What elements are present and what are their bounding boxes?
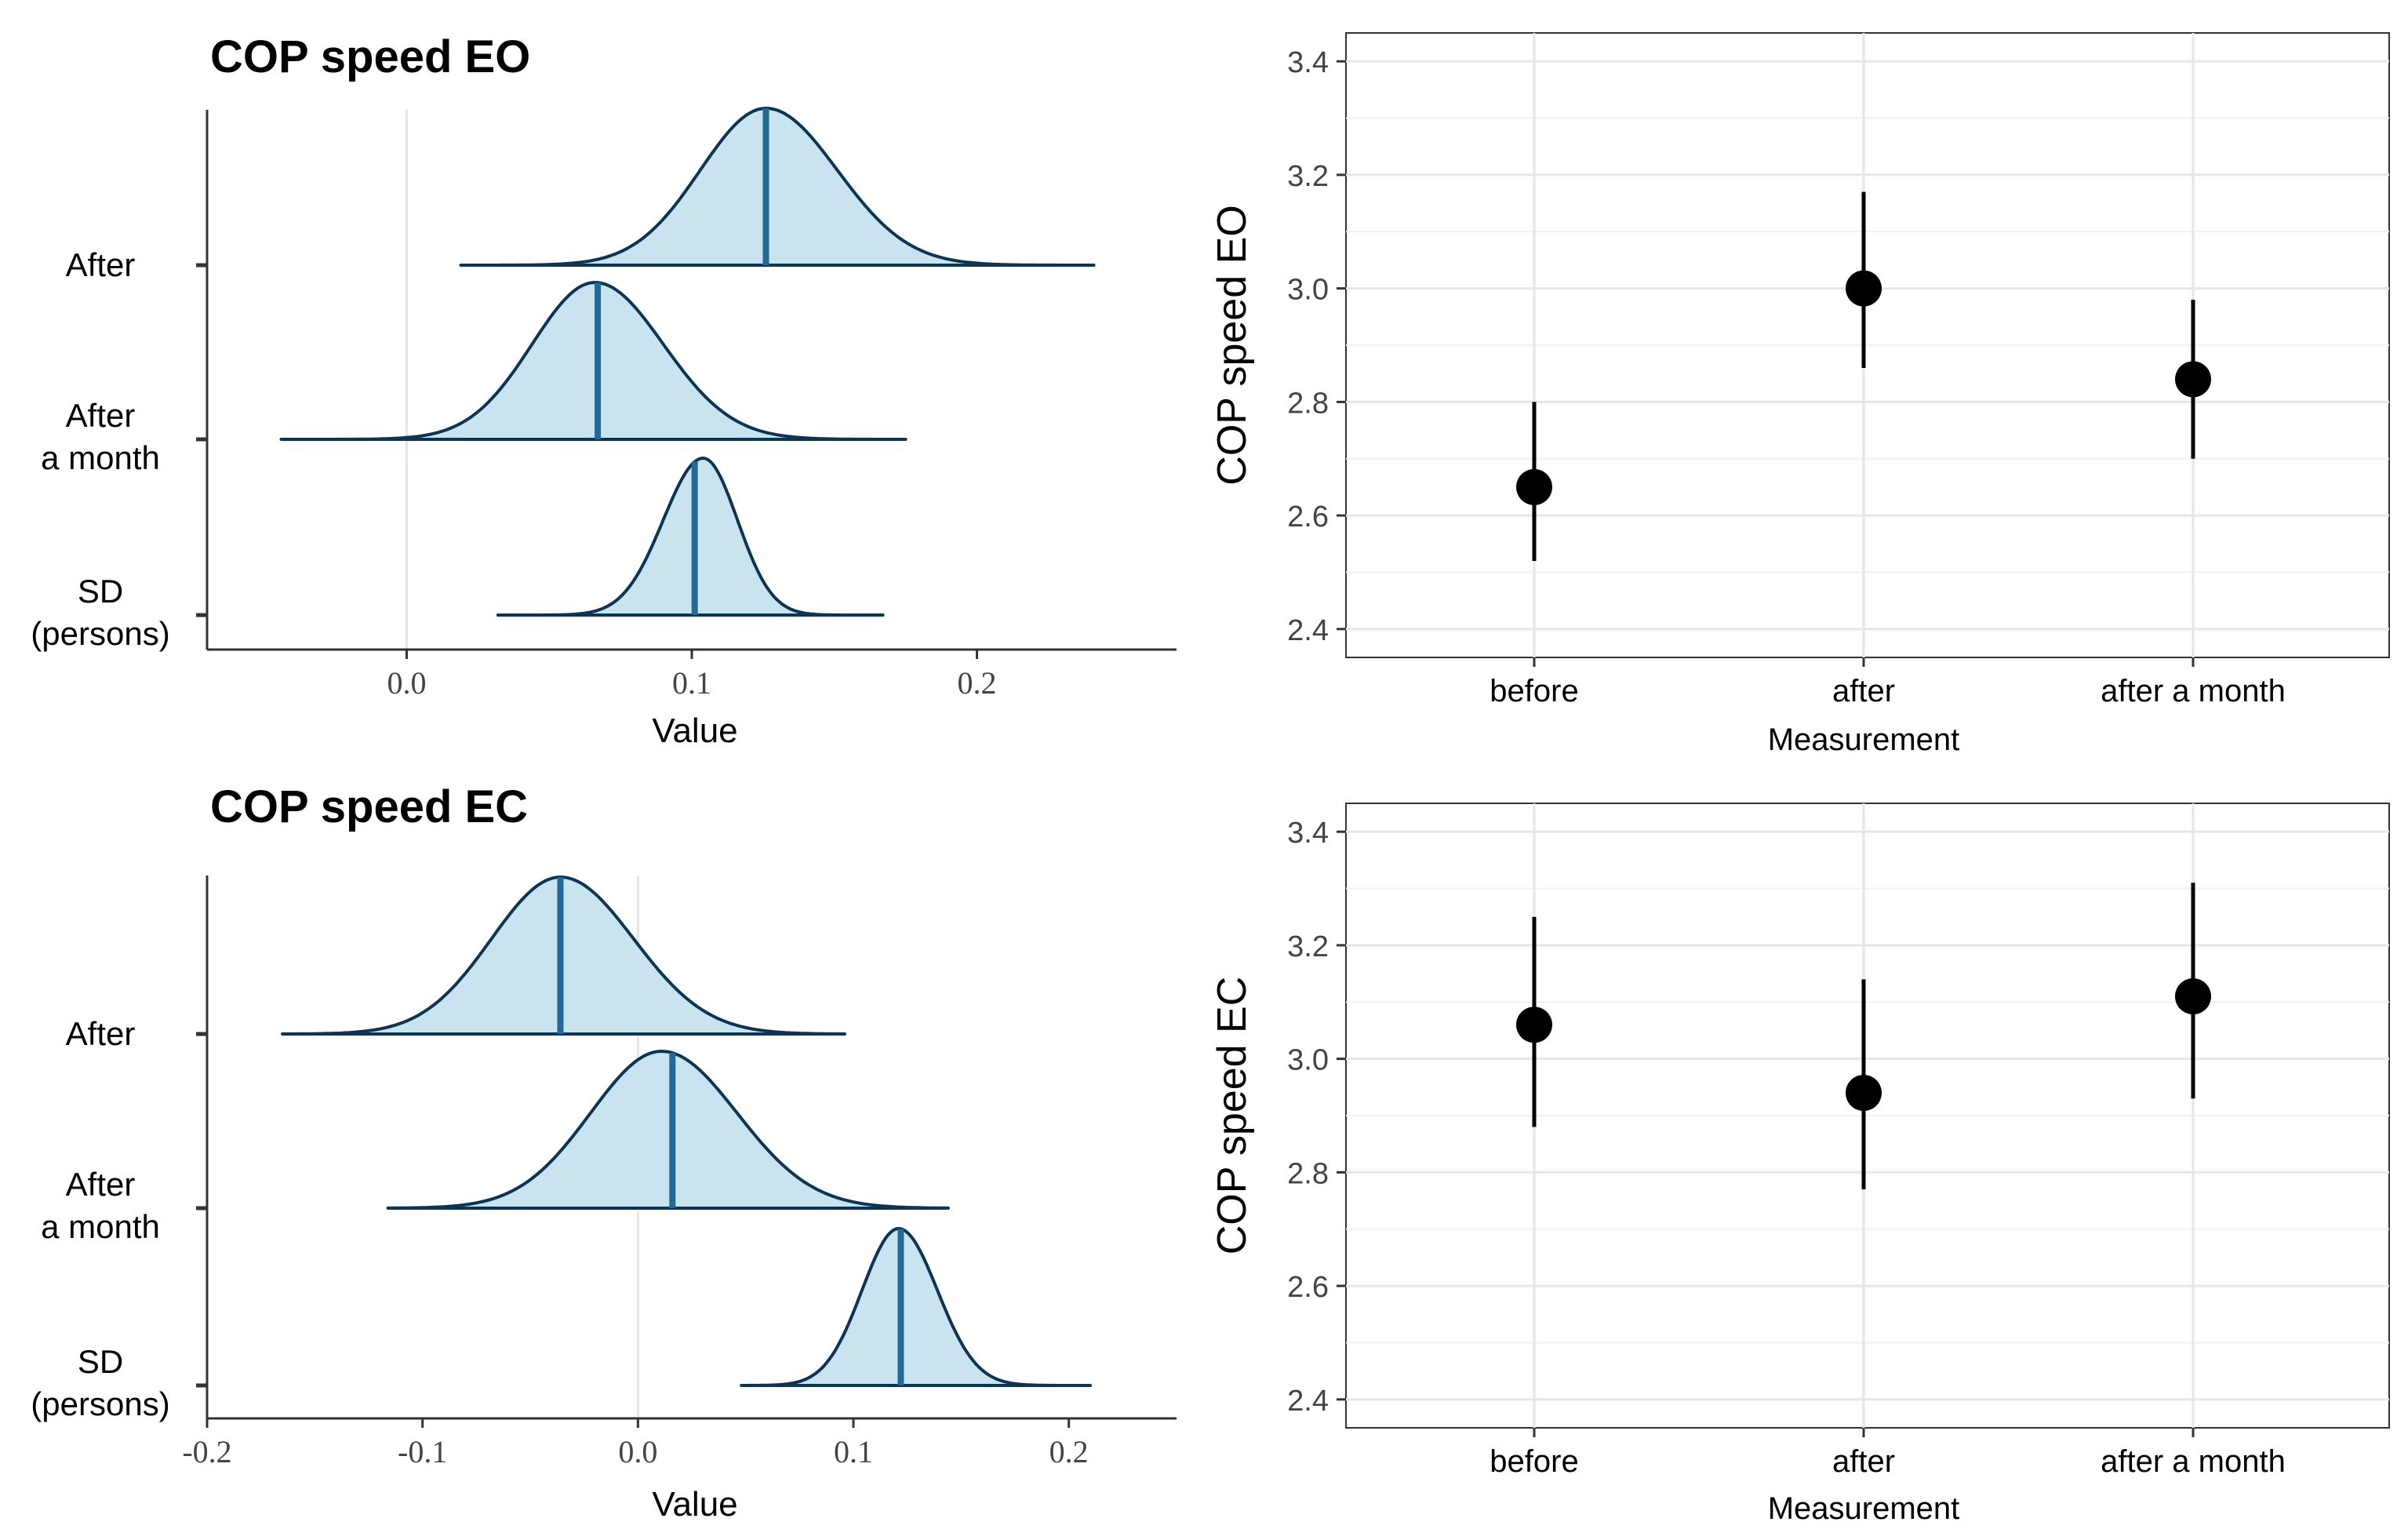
y-tick-label: SD [78,573,123,610]
x-tick-label: 0.1 [672,665,711,701]
x-tick-label: 0.2 [1049,1434,1089,1469]
x-tick-label: before [1490,1444,1578,1479]
x-axis-label: Measurement [1768,1491,1960,1526]
panel-ec-estimates: 2.4 2.6 2.8 3.0 3.2 3.4 before after after a mo… [1209,803,2390,1526]
x-tick-label: before [1490,674,1578,708]
y-tick-label: After [66,397,136,434]
x-tick-label: after [1832,674,1895,708]
density-after [459,107,1096,267]
y-tick-label: 2.8 [1287,1157,1329,1190]
point-before [1516,1007,1552,1043]
x-tick-label: 0.1 [834,1434,873,1469]
density-after-a-month [386,1050,950,1210]
y-tick-label: After [66,1166,136,1203]
x-tick-label: 0.2 [958,665,997,701]
x-tick-label: -0.2 [182,1434,231,1469]
point-after-a-month [2175,361,2211,398]
density-after [281,876,846,1036]
x-tick-label: after a month [2101,674,2286,708]
y-tick-label: (persons) [31,615,169,652]
point-before [1516,468,1552,505]
x-tick-label: after [1832,1444,1895,1479]
y-tick-label: After [66,246,136,283]
density-after-a-month [279,281,908,441]
y-tick-label: a month [41,1208,160,1245]
y-axis-label: COP speed EC [1209,977,1255,1255]
chart-title: COP speed EO [210,31,530,82]
panel-ec-density: COP speed EC After After a month SD (persons… [31,781,1177,1524]
x-tick-label: after a month [2101,1444,2286,1479]
y-tick-label: 3.0 [1287,274,1329,307]
point-after-a-month [2175,978,2211,1015]
point-after [1846,1075,1882,1112]
y-axis-label: COP speed EO [1209,205,1255,485]
panel-eo-density: COP speed EO After After a month SD (persons… [31,31,1177,750]
panel-eo-estimates: 2.4 2.6 2.8 3.0 3.2 3.4 before after after a mo… [1209,32,2390,757]
density-sd-persons- [496,457,885,617]
x-axis-label: Value [652,712,737,750]
x-axis-label: Value [652,1485,737,1524]
y-tick-label: 3.0 [1287,1044,1329,1077]
x-axis-label: Measurement [1768,723,1960,757]
y-tick-label: After [66,1015,136,1052]
y-tick-label: (persons) [31,1385,169,1422]
y-tick-label: a month [41,439,160,476]
x-tick-label: 0.0 [387,665,426,701]
y-tick-label: 2.6 [1287,1271,1329,1304]
point-after [1846,270,1882,307]
chart-title: COP speed EC [210,781,528,832]
y-tick-label: 2.8 [1287,387,1329,420]
y-tick-label: 3.4 [1287,817,1329,850]
density-sd-persons- [740,1227,1093,1387]
y-tick-label: 3.4 [1287,46,1329,79]
x-tick-label: -0.1 [398,1434,447,1469]
y-tick-label: 3.2 [1287,160,1329,193]
y-tick-label: 3.2 [1287,930,1329,963]
y-tick-label: 2.4 [1287,1385,1329,1418]
y-tick-label: SD [78,1343,123,1380]
y-tick-label: 2.6 [1287,501,1329,533]
x-tick-label: 0.0 [618,1434,657,1469]
y-tick-label: 2.4 [1287,614,1329,647]
